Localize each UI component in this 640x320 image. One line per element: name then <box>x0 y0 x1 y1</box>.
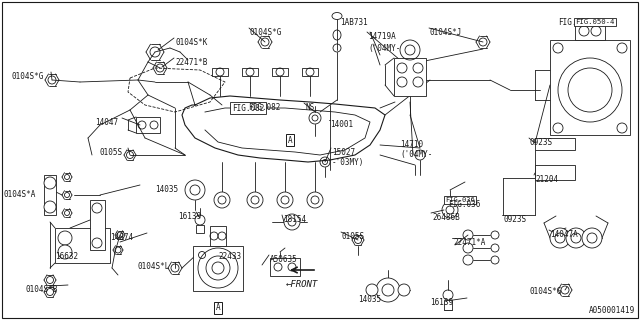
Circle shape <box>58 231 72 245</box>
Text: 0104S*G: 0104S*G <box>250 28 282 37</box>
Text: 16139: 16139 <box>178 212 201 221</box>
Bar <box>535 138 575 150</box>
Text: FIG.050-4: FIG.050-4 <box>575 19 614 25</box>
Text: 14047: 14047 <box>95 118 118 127</box>
Bar <box>270 258 300 276</box>
Bar <box>242 68 258 76</box>
Text: 0104S*A: 0104S*A <box>4 190 36 199</box>
Text: 0105S: 0105S <box>342 232 365 241</box>
Text: 14035: 14035 <box>358 295 381 304</box>
Text: 0104S*L: 0104S*L <box>138 262 170 271</box>
Bar <box>575 22 605 40</box>
Text: 22471*A: 22471*A <box>453 238 485 247</box>
Circle shape <box>413 77 423 87</box>
Text: FIG.050-4: FIG.050-4 <box>558 18 600 27</box>
Bar <box>136 117 160 133</box>
Circle shape <box>397 77 407 87</box>
Circle shape <box>92 238 102 248</box>
Text: 16632: 16632 <box>55 252 78 261</box>
Text: FIG.036: FIG.036 <box>445 197 475 203</box>
Text: FIG.082: FIG.082 <box>232 103 264 113</box>
Circle shape <box>397 63 407 73</box>
Bar <box>90 200 105 250</box>
Circle shape <box>58 245 72 259</box>
Text: 0923S: 0923S <box>503 215 526 224</box>
Bar <box>55 228 110 263</box>
Circle shape <box>185 180 205 200</box>
Ellipse shape <box>332 12 342 20</box>
Bar <box>193 246 243 291</box>
Text: NS: NS <box>305 103 314 112</box>
Circle shape <box>277 192 293 208</box>
Circle shape <box>307 192 323 208</box>
Text: 0104S*G: 0104S*G <box>12 72 44 81</box>
Bar <box>44 175 56 215</box>
Circle shape <box>617 123 627 133</box>
Circle shape <box>284 214 300 230</box>
Text: -'03MY): -'03MY) <box>332 158 364 167</box>
Text: 0105S: 0105S <box>100 148 123 157</box>
Circle shape <box>247 192 263 208</box>
Text: 0104S*K: 0104S*K <box>175 38 207 47</box>
Text: 14035: 14035 <box>155 185 178 194</box>
Text: 22471*B: 22471*B <box>175 58 207 67</box>
Bar <box>444 300 452 310</box>
Bar <box>210 226 226 246</box>
Bar <box>302 68 318 76</box>
Circle shape <box>376 278 400 302</box>
Circle shape <box>413 63 423 73</box>
Text: ('04MY-: ('04MY- <box>368 44 401 53</box>
Circle shape <box>366 284 378 296</box>
Circle shape <box>398 284 410 296</box>
Text: 1AB731: 1AB731 <box>340 18 368 27</box>
Bar <box>272 68 288 76</box>
Bar <box>550 40 630 135</box>
Circle shape <box>553 43 563 53</box>
Text: 14719A: 14719A <box>368 32 396 41</box>
Text: 21204: 21204 <box>535 175 558 184</box>
Bar <box>394 58 426 96</box>
Circle shape <box>214 192 230 208</box>
Text: 0923S: 0923S <box>530 138 553 147</box>
Text: 14874: 14874 <box>110 233 133 242</box>
Text: 16139: 16139 <box>430 298 453 307</box>
Text: 14001: 14001 <box>330 120 353 129</box>
Circle shape <box>550 228 570 248</box>
Text: A: A <box>216 303 220 313</box>
Text: 26486B: 26486B <box>432 213 460 222</box>
Text: ('04MY-: ('04MY- <box>400 150 433 159</box>
Text: 22433: 22433 <box>218 252 241 261</box>
Text: A: A <box>288 135 292 145</box>
Circle shape <box>198 248 238 288</box>
Text: 18154: 18154 <box>283 215 306 224</box>
Bar <box>196 225 204 233</box>
Circle shape <box>44 201 56 213</box>
Text: 14710: 14710 <box>400 140 423 149</box>
Text: A050001419: A050001419 <box>589 306 635 315</box>
Text: 0104S*G: 0104S*G <box>530 287 563 296</box>
Circle shape <box>617 43 627 53</box>
Text: 15027: 15027 <box>332 148 355 157</box>
Text: FIG.036: FIG.036 <box>448 200 481 209</box>
Text: 0104S*B: 0104S*B <box>25 285 58 294</box>
Circle shape <box>44 177 56 189</box>
Circle shape <box>553 123 563 133</box>
Text: 14047A: 14047A <box>550 230 578 239</box>
Bar <box>535 165 575 180</box>
Text: A50635: A50635 <box>270 255 298 264</box>
Text: 0104S*J: 0104S*J <box>430 28 462 37</box>
Text: ←FRONT: ←FRONT <box>286 280 318 289</box>
Circle shape <box>566 228 586 248</box>
Bar <box>212 68 228 76</box>
Circle shape <box>582 228 602 248</box>
Circle shape <box>92 203 102 213</box>
Text: FIG.082: FIG.082 <box>248 103 280 112</box>
